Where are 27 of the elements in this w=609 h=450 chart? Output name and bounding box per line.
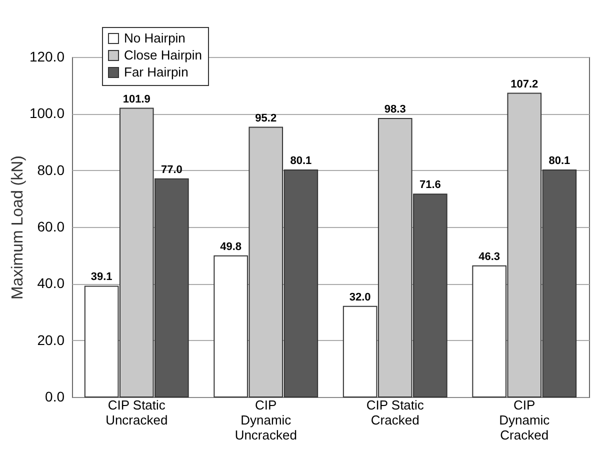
y-tick-label: 40.0 — [37, 275, 65, 292]
x-tick-label: CIP Dynamic Cracked — [499, 398, 550, 442]
data-label: 71.6 — [419, 179, 441, 192]
data-label: 80.1 — [290, 155, 312, 168]
data-label: 101.9 — [122, 93, 150, 106]
y-tick-label: 0.0 — [45, 388, 65, 404]
data-label: 80.1 — [548, 155, 570, 168]
x-tick-label: CIP Static Cracked — [366, 398, 424, 428]
data-label: 95.2 — [255, 112, 277, 124]
data-label: 39.1 — [90, 271, 112, 284]
y-tick-label: 20.0 — [37, 332, 65, 348]
data-label: 107.2 — [510, 78, 538, 90]
data-label: 77.0 — [160, 164, 182, 176]
legend-label: Far Hairpin — [124, 64, 188, 80]
data-label: 32.0 — [349, 291, 371, 304]
y-tick-label: 120.0 — [29, 48, 65, 64]
legend-label: No Hairpin — [124, 30, 186, 46]
x-tick-label: CIP Static Uncracked — [106, 398, 168, 428]
data-label: 46.3 — [478, 250, 500, 263]
y-tick-label: 60.0 — [37, 218, 65, 234]
y-tick-label: 80.0 — [37, 162, 65, 178]
y-axis-title: Maximum Load (kN) — [9, 155, 26, 300]
x-tick-label: CIP Dynamic Uncracked — [234, 398, 297, 442]
data-label: 98.3 — [384, 103, 406, 116]
data-label: 49.8 — [220, 240, 242, 253]
legend-label: Close Hairpin — [124, 48, 202, 62]
y-tick-label: 100.0 — [29, 105, 65, 122]
